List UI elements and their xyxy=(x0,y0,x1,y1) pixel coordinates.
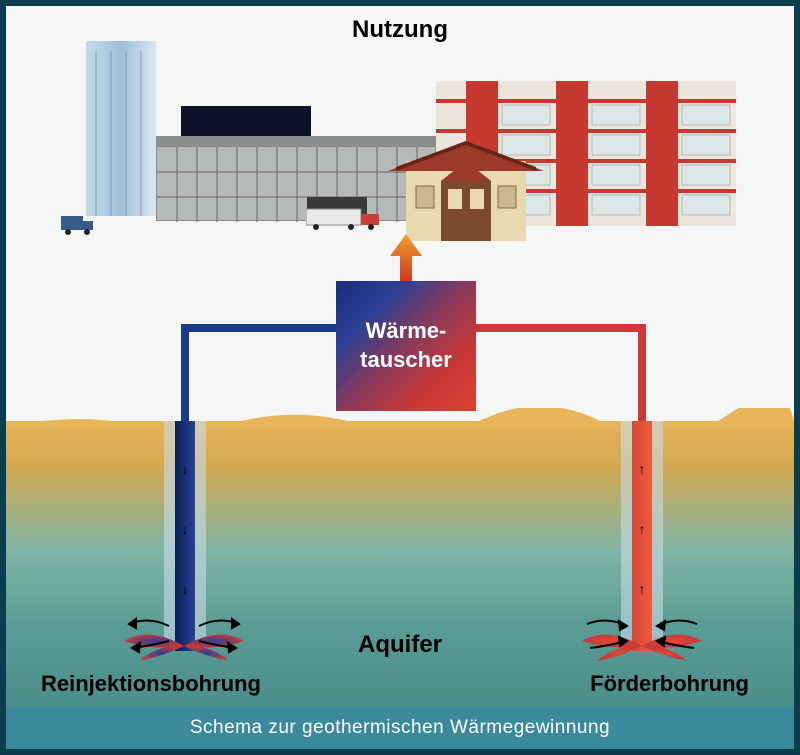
hot-pipe-vertical xyxy=(638,324,646,424)
title-usage: Nutzung xyxy=(6,16,794,44)
diagram-canvas: Nutzung /*decorative grid via inline*/ xyxy=(6,6,794,749)
heat-arrow-up-icon xyxy=(390,234,422,284)
truck-icon xyxy=(306,206,386,231)
production-label: Förderbohrung xyxy=(590,671,749,697)
caption-text: Schema zur geothermischen Wärmegewinnung xyxy=(190,717,610,739)
buildings-group: /*decorative grid via inline*/ xyxy=(66,41,746,241)
flow-arrow-up-icon: ↑ xyxy=(639,461,646,477)
truck-icon xyxy=(61,211,96,236)
reinjection-label: Reinjektionsbohrung xyxy=(41,671,261,697)
house-building xyxy=(406,161,526,241)
house-facade xyxy=(406,161,526,241)
flow-arrow-up-icon: ↑ xyxy=(639,581,646,597)
heat-exchanger-box: Wärme- tauscher xyxy=(336,281,476,411)
heat-exchanger-label: Wärme- tauscher xyxy=(360,317,452,374)
cold-pipe-vertical xyxy=(181,324,189,424)
flow-arrow-down-icon: ↓ xyxy=(182,581,189,597)
flow-arrow-up-icon: ↑ xyxy=(639,521,646,537)
hot-pipe-horizontal xyxy=(471,324,646,332)
flow-arrow-down-icon: ↓ xyxy=(182,521,189,537)
caption-bar: Schema zur geothermischen Wärmegewinnung xyxy=(6,707,794,749)
ground-region xyxy=(6,421,794,711)
aquifer-label: Aquifer xyxy=(6,631,794,659)
flow-arrow-down-icon: ↓ xyxy=(182,461,189,477)
tower-lines xyxy=(86,51,156,216)
house-roof xyxy=(388,141,544,171)
diagram-frame: Nutzung /*decorative grid via inline*/ xyxy=(0,0,800,755)
cold-pipe-horizontal xyxy=(181,324,341,332)
